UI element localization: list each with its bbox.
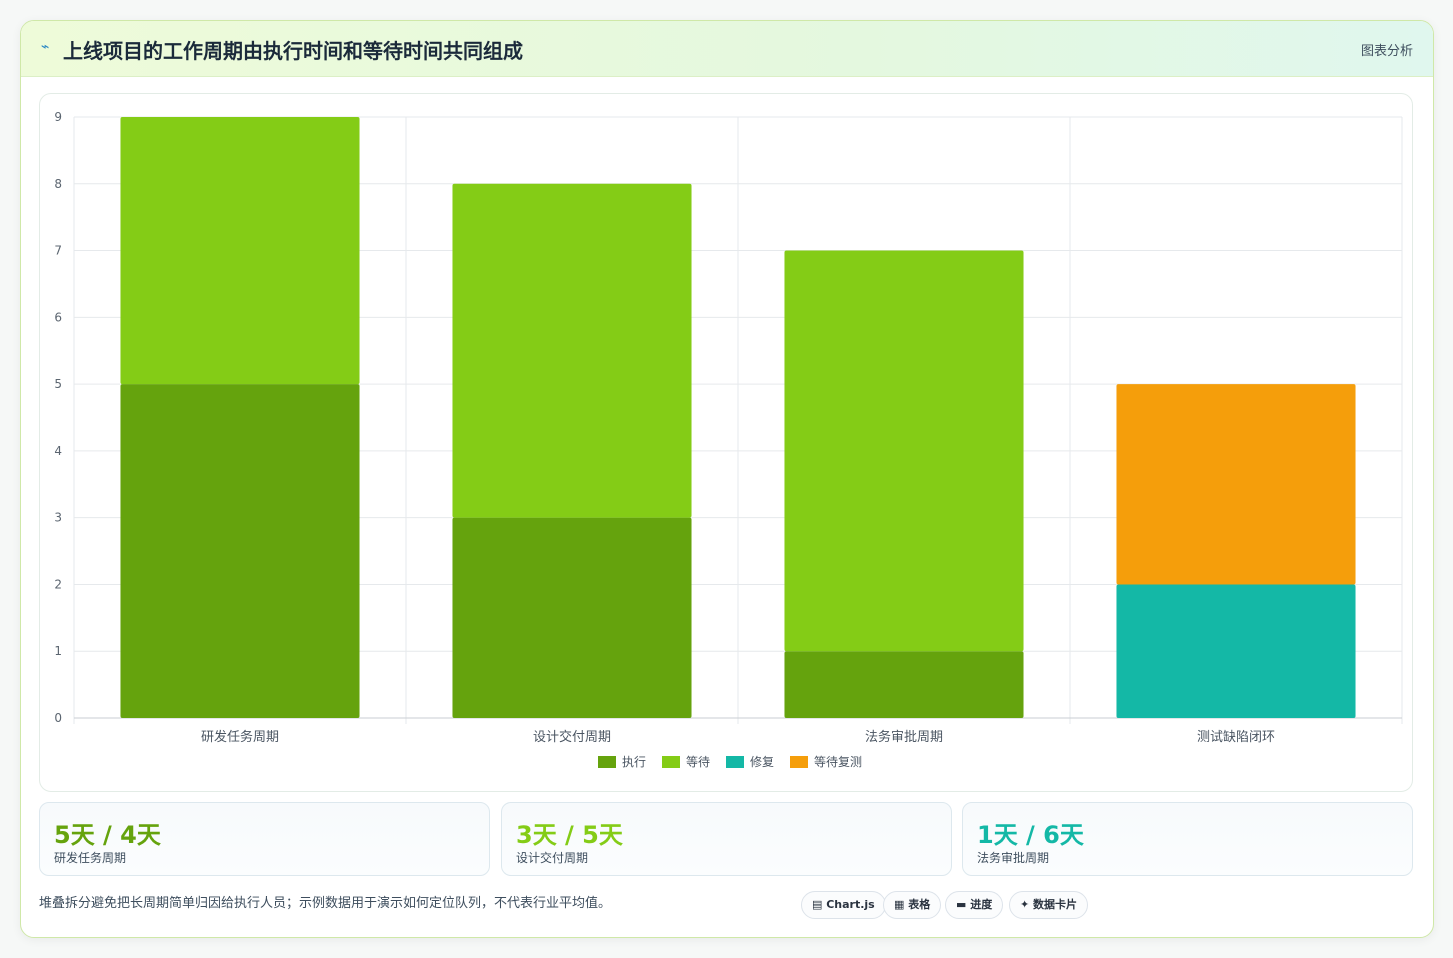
chart-analysis-link[interactable]: 图表分析 xyxy=(1360,44,1413,59)
legend-swatch xyxy=(662,756,680,768)
y-tick-label: 6 xyxy=(54,310,62,324)
y-tick-label: 7 xyxy=(54,244,62,258)
y-tick-label: 3 xyxy=(54,511,62,525)
y-tick-label: 0 xyxy=(54,711,62,725)
stat-value: 3天 / 5天 xyxy=(516,821,623,849)
pill-chartjs[interactable]: ▤ Chart.js xyxy=(801,891,886,919)
legend-label: 等待复测 xyxy=(814,755,862,769)
legend-swatch xyxy=(726,756,744,768)
bar-segment xyxy=(452,183,692,518)
stat-label: 设计交付周期 xyxy=(516,851,589,865)
y-tick-label: 1 xyxy=(54,644,62,658)
stat-card-research: 5天 / 4天 研发任务周期 xyxy=(39,802,490,876)
footer-note: 堆叠拆分避免把长周期简单归因给执行人员；示例数据用于演示如何定位队列，不代表行业… xyxy=(39,896,612,911)
y-tick-label: 8 xyxy=(54,177,62,191)
chart-panel: 0 1 2 3 4 5 6 7 8 9 研发任务周期 设计交付周期 法务审批周期 测试缺陷闭环执行 等待 修复… xyxy=(39,93,1413,792)
bar-segment xyxy=(1116,384,1356,585)
legend-label: 修复 xyxy=(750,754,774,769)
card-header: ⌁ 上线项目的工作周期由执行时间和等待时间共同组成 图表分析 xyxy=(21,21,1433,77)
legend-swatch xyxy=(790,756,808,768)
pill-data-card[interactable]: ✦ 数据卡片 xyxy=(1009,891,1089,919)
bar-segment xyxy=(120,384,360,718)
legend-swatch xyxy=(598,756,616,768)
y-tick-label: 9 xyxy=(54,110,62,124)
stat-label: 研发任务周期 xyxy=(54,851,127,865)
x-tick-label: 研发任务周期 xyxy=(201,729,279,745)
legend-label: 执行 xyxy=(622,755,646,769)
pill-progress[interactable]: ▬ 进度 xyxy=(945,891,1004,919)
bar-segment xyxy=(120,117,360,385)
stat-value: 1天 / 6天 xyxy=(977,821,1084,849)
bar-segment xyxy=(1116,584,1356,718)
stat-card-legal: 1天 / 6天 法务审批周期 xyxy=(962,802,1413,876)
legend-label: 等待 xyxy=(686,755,710,769)
y-tick-label: 2 xyxy=(54,577,62,591)
x-tick-label: 测试缺陷闭环 xyxy=(1197,730,1275,745)
y-tick-label: 5 xyxy=(54,377,62,391)
chart-spark-icon: ⌁ xyxy=(41,39,50,55)
chart-card: ⌁ 上线项目的工作周期由执行时间和等待时间共同组成 图表分析 0 1 2 3 4 5 6 7 8… xyxy=(20,20,1434,938)
chart-title: 上线项目的工作周期由执行时间和等待时间共同组成 xyxy=(63,39,523,63)
stat-card-design: 3天 / 5天 设计交付周期 xyxy=(501,802,952,876)
bar-segment xyxy=(452,517,692,718)
bar-segment xyxy=(784,250,1024,652)
stat-label: 法务审批周期 xyxy=(977,851,1050,865)
y-tick-label: 4 xyxy=(54,444,62,458)
stat-value: 5天 / 4天 xyxy=(54,821,161,849)
pill-table[interactable]: ▦ 表格 xyxy=(883,891,942,919)
bar-segment xyxy=(784,651,1024,718)
x-tick-label: 法务审批周期 xyxy=(865,729,943,745)
x-tick-label: 设计交付周期 xyxy=(533,729,611,745)
